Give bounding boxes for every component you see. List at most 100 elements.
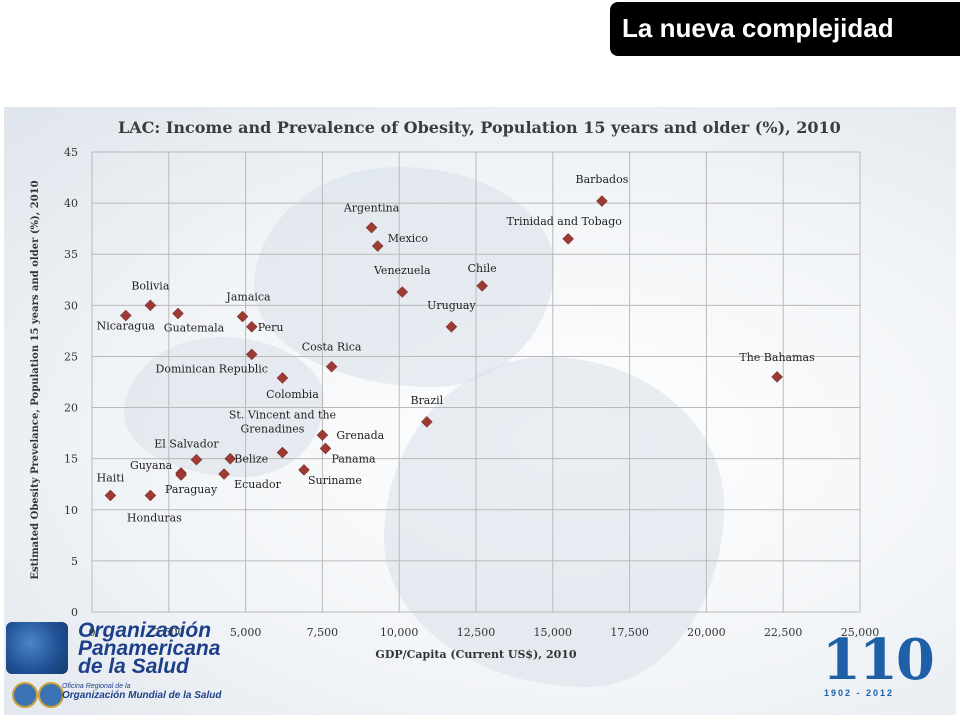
data-point bbox=[420, 416, 433, 428]
y-axis-label: Estimated Obesity Prevelance, Population… bbox=[30, 180, 41, 579]
y-tick-label: 45 bbox=[64, 146, 78, 159]
data-point bbox=[771, 371, 783, 383]
point-label: Chile bbox=[468, 262, 497, 275]
point-label: Dominican Republic bbox=[156, 362, 268, 375]
y-axis-label-line-1: Estimated Obesity Prevelance, Population… bbox=[30, 180, 41, 579]
x-tick-label: 2,500 bbox=[153, 626, 185, 639]
y-tick-label: 20 bbox=[64, 402, 78, 415]
x-tick-label: 5,000 bbox=[230, 626, 262, 639]
point-labels: Barbados Argentina Mexico Trinidad and Toba… bbox=[97, 173, 815, 524]
y-tick-label: 25 bbox=[64, 350, 78, 363]
data-point bbox=[119, 309, 132, 322]
point-label: El Salvador bbox=[154, 438, 219, 451]
point-label: Suriname bbox=[308, 474, 362, 487]
data-point bbox=[144, 489, 157, 502]
paho-globe-logo bbox=[6, 622, 68, 674]
y-tick-label: 10 bbox=[64, 504, 78, 517]
data-point bbox=[371, 240, 384, 252]
paho-logo-text: Organización Panamericana de la Salud bbox=[78, 619, 221, 678]
x-tick-label: 0 bbox=[89, 626, 96, 639]
point-label: Barbados bbox=[576, 173, 629, 186]
data-point bbox=[245, 348, 258, 361]
background-map-shape bbox=[124, 337, 324, 477]
x-tick-label: 20,000 bbox=[687, 626, 726, 639]
data-point bbox=[190, 453, 203, 466]
slide-title: La nueva complejidad bbox=[622, 13, 894, 43]
y-tick-label: 40 bbox=[64, 197, 78, 210]
data-point bbox=[596, 195, 608, 207]
data-point bbox=[172, 307, 184, 320]
point-label: Argentina bbox=[343, 202, 400, 215]
data-point bbox=[476, 280, 488, 292]
data-point bbox=[144, 299, 157, 312]
point-label: Bolivia bbox=[131, 279, 169, 292]
paho-name-line-2: Panamericana bbox=[78, 637, 221, 660]
background-map-shape bbox=[384, 357, 724, 687]
chart-panel bbox=[4, 107, 956, 715]
y-tick-label: 15 bbox=[64, 453, 78, 466]
point-label: Paraguay bbox=[165, 483, 218, 496]
background-map-shape bbox=[254, 167, 554, 387]
data-point bbox=[325, 360, 338, 373]
x-tick-label: 10,000 bbox=[380, 626, 419, 639]
y-tick-label: 35 bbox=[64, 248, 78, 261]
data-point bbox=[236, 310, 249, 323]
who-emblem-icon bbox=[38, 682, 64, 708]
point-label: St. Vincent and the Grenadines bbox=[229, 409, 336, 436]
axis-ticks: 0 2,500 5,000 7,500 10,000 12,500 15,000 17,500… bbox=[64, 146, 879, 639]
data-point bbox=[104, 489, 117, 502]
x-tick-label: 15,000 bbox=[534, 626, 573, 639]
paho-name-line-3: de la Salud bbox=[78, 655, 189, 678]
point-label: Panama bbox=[331, 452, 376, 465]
point-label: Grenada bbox=[336, 429, 384, 442]
y-tick-label: 0 bbox=[71, 606, 78, 619]
x-tick-label: 25,000 bbox=[841, 626, 880, 639]
anniversary-logo: 110 1902 - 2012 bbox=[822, 627, 935, 705]
data-point bbox=[224, 452, 237, 465]
point-label: Brazil bbox=[410, 394, 443, 407]
anniversary-number: 110 bbox=[822, 627, 935, 693]
data-point bbox=[298, 464, 310, 476]
data-point bbox=[276, 446, 289, 459]
point-label: Ecuador bbox=[234, 478, 281, 491]
data-point bbox=[319, 442, 332, 455]
data-point bbox=[365, 221, 378, 234]
who-name-text: Organización Mundial de la Salud bbox=[62, 690, 222, 701]
chart-title: LAC: Income and Prevalence of Obesity, P… bbox=[118, 118, 841, 137]
point-label: Belize bbox=[234, 453, 268, 466]
data-point bbox=[245, 320, 258, 333]
point-label: Peru bbox=[258, 321, 284, 334]
point-label: Costa Rica bbox=[302, 341, 362, 354]
regional-office-text: Oficina Regional de la bbox=[62, 683, 131, 690]
point-label: Jamaica bbox=[225, 291, 271, 304]
x-axis-label: GDP/Capita (Current US$), 2010 bbox=[375, 648, 576, 661]
data-point bbox=[445, 320, 458, 333]
point-label: The Bahamas bbox=[739, 351, 815, 364]
point-label: Guatemala bbox=[164, 322, 225, 335]
data-point bbox=[316, 429, 329, 442]
data-point bbox=[175, 469, 187, 481]
point-label: Uruguay bbox=[427, 299, 476, 312]
x-tick-label: 12,500 bbox=[457, 626, 496, 639]
paho-subtitle: Oficina Regional de la Organización Mund… bbox=[62, 683, 221, 701]
point-label: Haiti bbox=[97, 471, 125, 484]
x-tick-label: 17,500 bbox=[610, 626, 649, 639]
data-points bbox=[104, 195, 783, 502]
grid bbox=[91, 151, 861, 613]
x-tick-label: 7,500 bbox=[307, 626, 339, 639]
point-label: Guyana bbox=[130, 459, 173, 472]
point-label: Colombia bbox=[266, 388, 319, 401]
slide-header: La nueva complejidad bbox=[610, 2, 960, 56]
data-point bbox=[276, 372, 289, 384]
anniversary-years: 1902 - 2012 bbox=[824, 688, 895, 698]
point-label: Trinidad and Tobago bbox=[506, 215, 622, 228]
data-point bbox=[218, 468, 230, 480]
paho-name-line-1: Organización bbox=[78, 619, 212, 642]
data-point bbox=[562, 233, 575, 245]
y-tick-label: 5 bbox=[71, 555, 78, 568]
data-point bbox=[396, 286, 409, 298]
point-label: Mexico bbox=[388, 232, 429, 245]
paho-emblem-icon bbox=[12, 682, 38, 708]
point-label: Nicaragua bbox=[97, 320, 156, 333]
